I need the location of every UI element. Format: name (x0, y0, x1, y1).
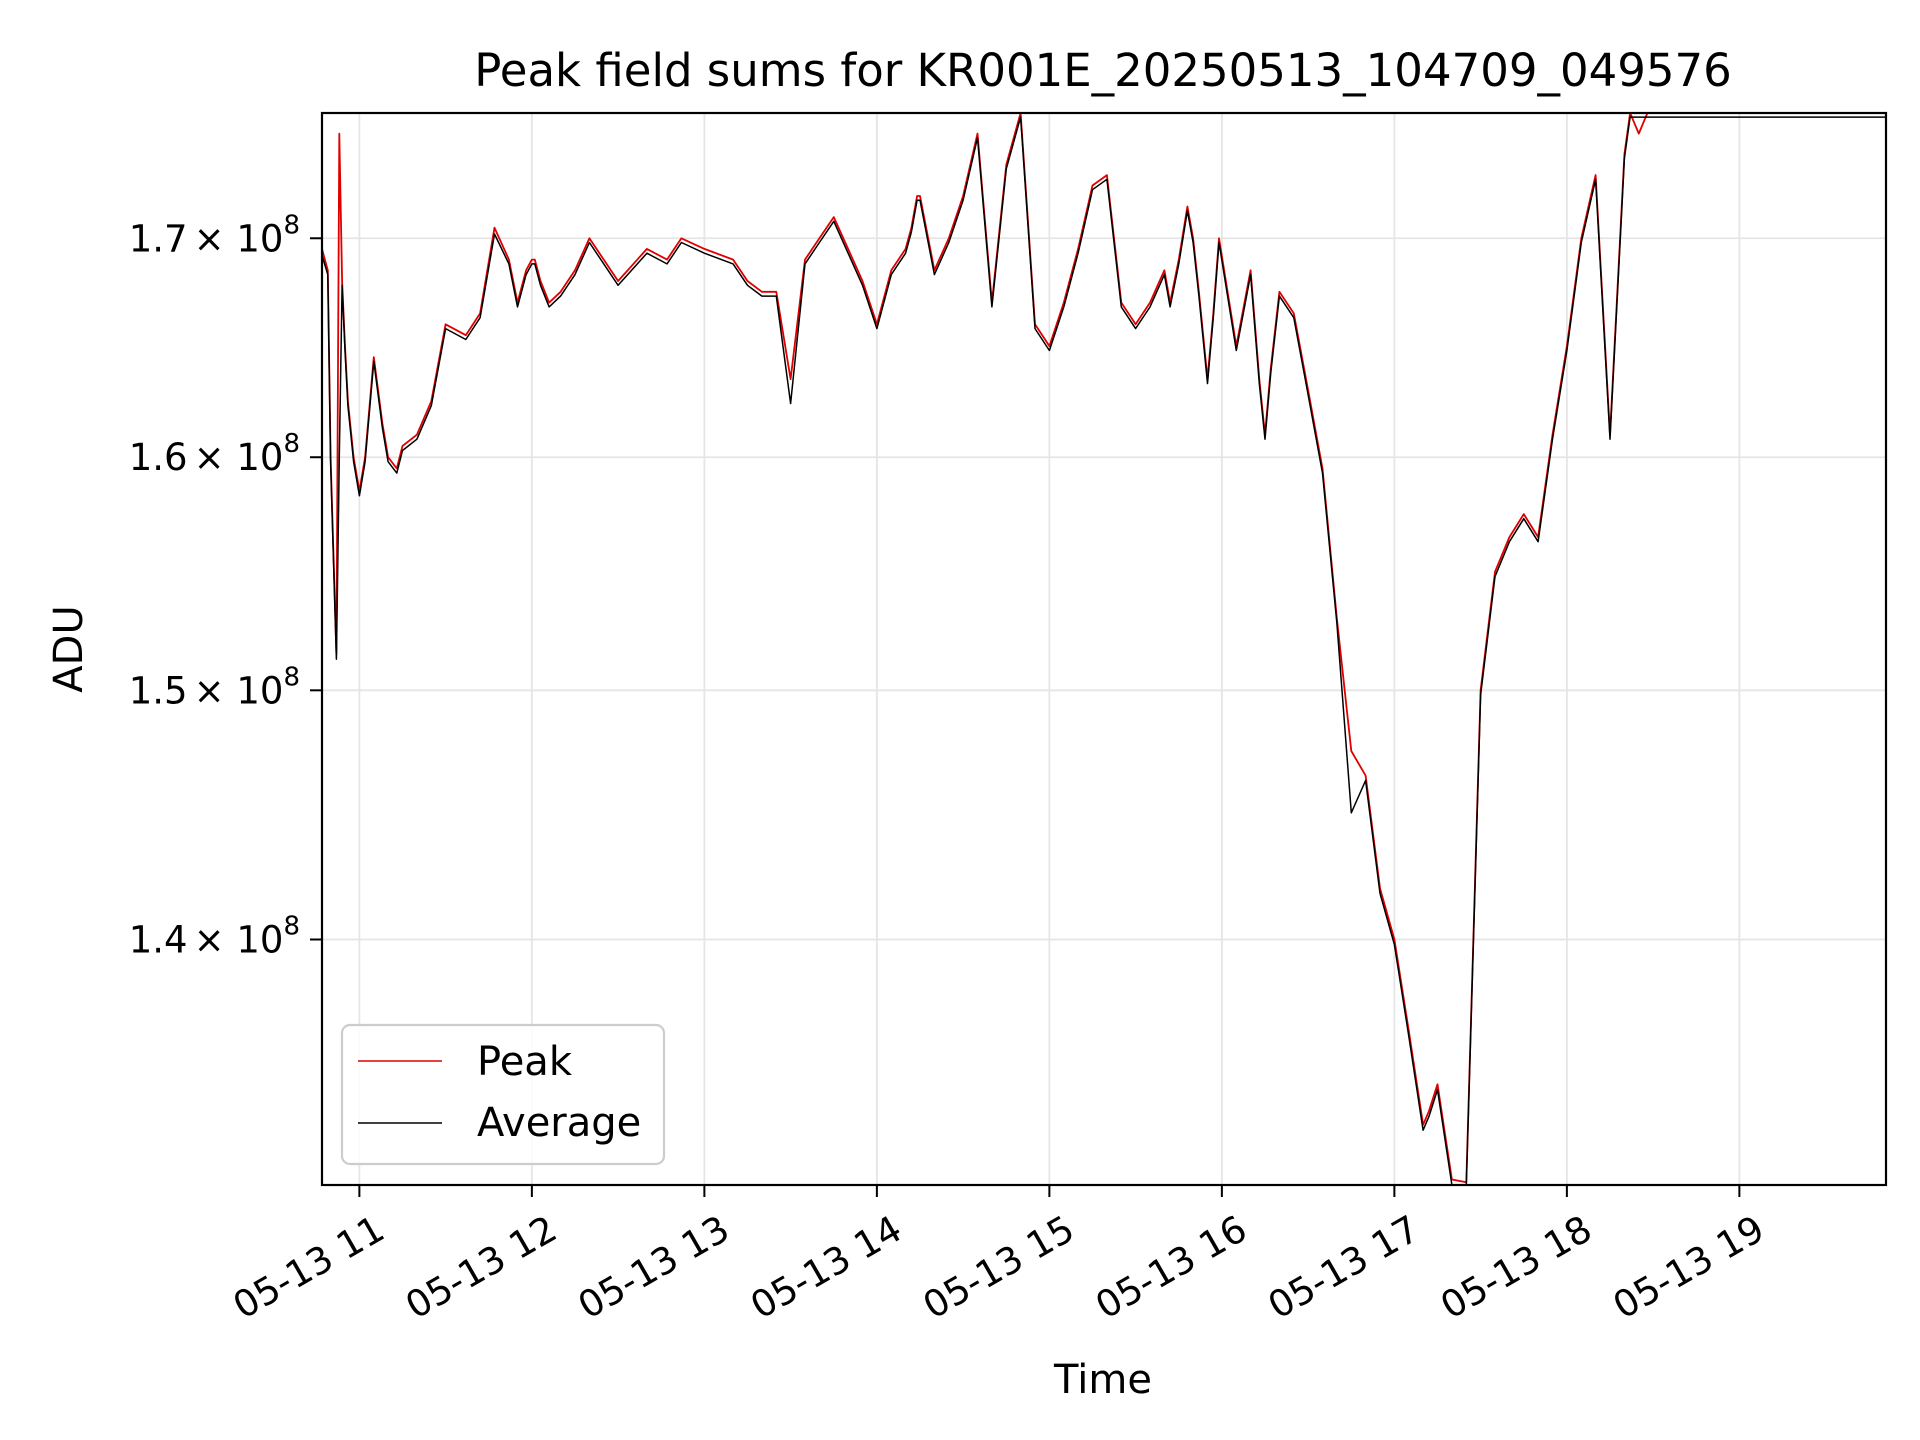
y-tick-mantissa: 1.5 (129, 669, 188, 712)
y-tick-label: 1.4 × 108 (129, 912, 300, 962)
y-tick-base: × 10 (194, 669, 284, 712)
y-tick-mantissa: 1.7 (129, 217, 188, 260)
legend: Peak Average (340, 1023, 666, 1166)
plot-area (322, 113, 1886, 1185)
series-line-average (322, 116, 1886, 1185)
y-tick-label: 1.5 × 108 (129, 662, 300, 712)
chart-title: Peak field sums for KR001E_20250513_1047… (474, 44, 1732, 97)
y-tick-mantissa: 1.4 (129, 919, 188, 962)
y-tick-exponent: 8 (283, 662, 300, 692)
plot-frame (320, 111, 1888, 1187)
y-tick-exponent: 8 (283, 912, 300, 942)
y-tick-base: × 10 (194, 919, 284, 962)
y-tick-exponent: 8 (283, 210, 300, 240)
series-line-peak (322, 113, 1886, 1184)
y-tick-exponent: 8 (283, 429, 300, 459)
y-axis-label: ADU (46, 605, 92, 692)
y-tick-base: × 10 (194, 217, 284, 260)
y-tick-base: × 10 (194, 436, 284, 479)
y-tick-label: 1.7 × 108 (129, 210, 300, 260)
y-tick-label: 1.6 × 108 (129, 429, 300, 479)
legend-box (340, 1023, 666, 1166)
grid-lines (322, 113, 1886, 1185)
legend-label-average: Average (477, 1100, 641, 1146)
y-tick-mantissa: 1.6 (129, 436, 188, 479)
x-axis-label: Time (1053, 1357, 1152, 1403)
legend-label-peak: Peak (477, 1039, 573, 1085)
